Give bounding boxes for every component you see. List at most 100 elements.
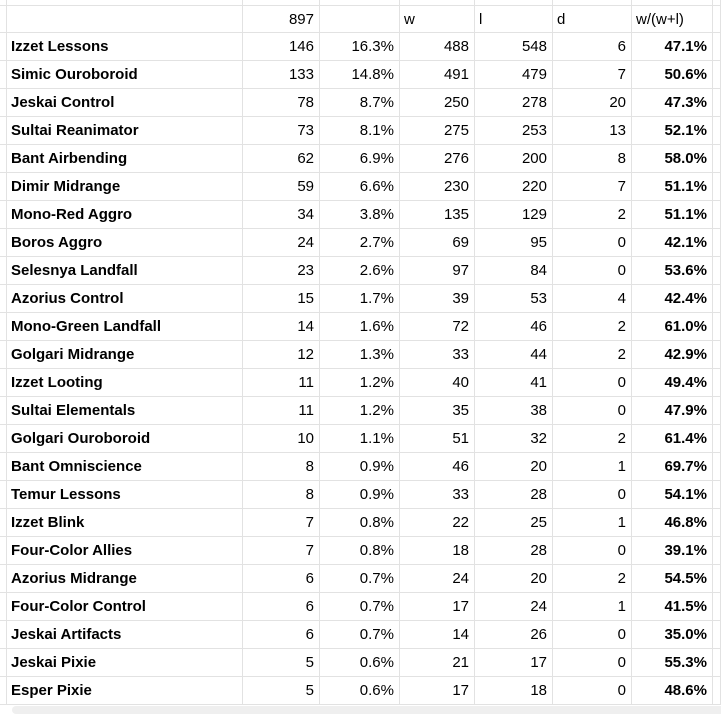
draws-cell[interactable]: 2 [553, 313, 632, 341]
winrate-cell[interactable]: 51.1% [632, 173, 713, 201]
deck-name-cell[interactable]: Selesnya Landfall [7, 257, 243, 285]
deck-name-cell[interactable]: Golgari Midrange [7, 341, 243, 369]
wins-cell[interactable]: 51 [400, 425, 475, 453]
draws-cell[interactable]: 1 [553, 593, 632, 621]
losses-cell[interactable]: 84 [475, 257, 553, 285]
winrate-cell[interactable]: 47.3% [632, 89, 713, 117]
winrate-cell[interactable]: 51.1% [632, 201, 713, 229]
meta-share-cell[interactable]: 0.8% [320, 537, 400, 565]
header-cell-pct[interactable] [320, 6, 400, 33]
deck-name-cell[interactable]: Izzet Lessons [7, 33, 243, 61]
meta-share-cell[interactable]: 6.9% [320, 145, 400, 173]
losses-cell[interactable]: 200 [475, 145, 553, 173]
winrate-cell[interactable]: 35.0% [632, 621, 713, 649]
count-cell[interactable]: 6 [243, 565, 320, 593]
wins-cell[interactable]: 18 [400, 537, 475, 565]
wins-cell[interactable]: 40 [400, 369, 475, 397]
winrate-cell[interactable]: 47.9% [632, 397, 713, 425]
winrate-cell[interactable]: 42.1% [632, 229, 713, 257]
header-cell-total[interactable]: 897 [243, 6, 320, 33]
cell[interactable] [7, 0, 243, 6]
draws-cell[interactable]: 8 [553, 145, 632, 173]
meta-share-cell[interactable]: 2.6% [320, 257, 400, 285]
deck-name-cell[interactable]: Esper Pixie [7, 677, 243, 705]
wins-cell[interactable]: 14 [400, 621, 475, 649]
winrate-cell[interactable]: 42.9% [632, 341, 713, 369]
draws-cell[interactable]: 7 [553, 61, 632, 89]
deck-name-cell[interactable]: Jeskai Artifacts [7, 621, 243, 649]
count-cell[interactable]: 15 [243, 285, 320, 313]
wins-cell[interactable]: 22 [400, 509, 475, 537]
meta-share-cell[interactable]: 0.7% [320, 621, 400, 649]
losses-cell[interactable]: 18 [475, 677, 553, 705]
losses-cell[interactable]: 44 [475, 341, 553, 369]
losses-cell[interactable]: 24 [475, 593, 553, 621]
draws-cell[interactable]: 0 [553, 649, 632, 677]
draws-cell[interactable]: 1 [553, 509, 632, 537]
losses-cell[interactable]: 278 [475, 89, 553, 117]
losses-cell[interactable]: 220 [475, 173, 553, 201]
winrate-cell[interactable]: 47.1% [632, 33, 713, 61]
wins-cell[interactable]: 72 [400, 313, 475, 341]
winrate-cell[interactable]: 50.6% [632, 61, 713, 89]
meta-share-cell[interactable]: 3.8% [320, 201, 400, 229]
winrate-cell[interactable]: 53.6% [632, 257, 713, 285]
count-cell[interactable]: 7 [243, 537, 320, 565]
meta-share-cell[interactable]: 0.7% [320, 593, 400, 621]
deck-name-cell[interactable]: Four-Color Allies [7, 537, 243, 565]
losses-cell[interactable]: 95 [475, 229, 553, 257]
deck-name-cell[interactable]: Temur Lessons [7, 481, 243, 509]
meta-share-cell[interactable]: 8.7% [320, 89, 400, 117]
losses-cell[interactable]: 129 [475, 201, 553, 229]
count-cell[interactable]: 10 [243, 425, 320, 453]
wins-cell[interactable]: 21 [400, 649, 475, 677]
winrate-cell[interactable]: 54.1% [632, 481, 713, 509]
deck-name-cell[interactable]: Simic Ouroboroid [7, 61, 243, 89]
count-cell[interactable]: 8 [243, 481, 320, 509]
winrate-cell[interactable]: 46.8% [632, 509, 713, 537]
meta-share-cell[interactable]: 1.2% [320, 369, 400, 397]
wins-cell[interactable]: 69 [400, 229, 475, 257]
draws-cell[interactable]: 2 [553, 425, 632, 453]
wins-cell[interactable]: 17 [400, 677, 475, 705]
wins-cell[interactable]: 491 [400, 61, 475, 89]
deck-name-cell[interactable]: Golgari Ouroboroid [7, 425, 243, 453]
deck-name-cell[interactable]: Mono-Red Aggro [7, 201, 243, 229]
draws-cell[interactable]: 0 [553, 257, 632, 285]
deck-name-cell[interactable]: Mono-Green Landfall [7, 313, 243, 341]
losses-cell[interactable]: 253 [475, 117, 553, 145]
meta-share-cell[interactable]: 1.2% [320, 397, 400, 425]
header-cell-wins[interactable]: w [400, 6, 475, 33]
meta-share-cell[interactable]: 0.9% [320, 453, 400, 481]
draws-cell[interactable]: 0 [553, 369, 632, 397]
count-cell[interactable]: 62 [243, 145, 320, 173]
draws-cell[interactable]: 7 [553, 173, 632, 201]
horizontal-scrollbar[interactable] [12, 706, 721, 714]
count-cell[interactable]: 24 [243, 229, 320, 257]
meta-share-cell[interactable]: 1.3% [320, 341, 400, 369]
losses-cell[interactable]: 25 [475, 509, 553, 537]
meta-share-cell[interactable]: 1.6% [320, 313, 400, 341]
draws-cell[interactable]: 2 [553, 341, 632, 369]
losses-cell[interactable]: 20 [475, 565, 553, 593]
meta-share-cell[interactable]: 0.7% [320, 565, 400, 593]
deck-name-cell[interactable]: Four-Color Control [7, 593, 243, 621]
winrate-cell[interactable]: 52.1% [632, 117, 713, 145]
count-cell[interactable]: 133 [243, 61, 320, 89]
winrate-cell[interactable]: 55.3% [632, 649, 713, 677]
count-cell[interactable]: 6 [243, 593, 320, 621]
losses-cell[interactable]: 17 [475, 649, 553, 677]
meta-share-cell[interactable]: 2.7% [320, 229, 400, 257]
draws-cell[interactable]: 0 [553, 677, 632, 705]
winrate-cell[interactable]: 61.0% [632, 313, 713, 341]
meta-share-cell[interactable]: 0.9% [320, 481, 400, 509]
cell[interactable] [475, 0, 553, 6]
meta-share-cell[interactable]: 0.6% [320, 677, 400, 705]
meta-share-cell[interactable]: 1.7% [320, 285, 400, 313]
count-cell[interactable]: 23 [243, 257, 320, 285]
wins-cell[interactable]: 46 [400, 453, 475, 481]
cell[interactable] [320, 0, 400, 6]
header-cell-draws[interactable]: d [553, 6, 632, 33]
deck-name-cell[interactable]: Jeskai Pixie [7, 649, 243, 677]
count-cell[interactable]: 34 [243, 201, 320, 229]
